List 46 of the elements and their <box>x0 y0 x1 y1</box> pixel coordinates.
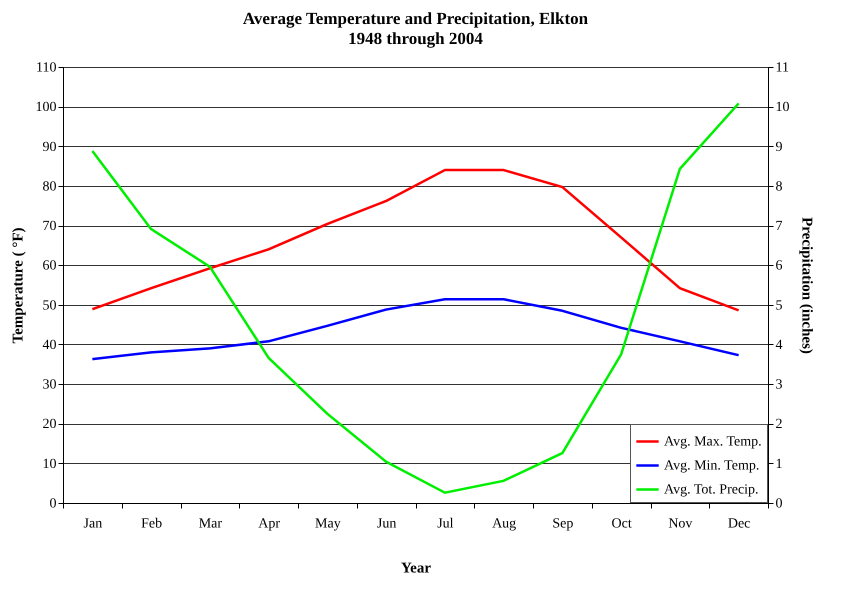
x-axis-title: Year <box>401 560 432 576</box>
y2-tick-label: 8 <box>776 179 782 194</box>
legend-label: Avg. Tot. Precip. <box>664 482 759 498</box>
x-tick-label: Sep <box>552 516 574 532</box>
y2-tick-label: 4 <box>776 338 782 353</box>
y2-tick-label: 5 <box>776 298 782 314</box>
x-tick-label: Jul <box>437 516 454 532</box>
y2-tick-label: 7 <box>776 219 782 234</box>
x-tick-label: Dec <box>728 516 750 532</box>
y-tick-label: 60 <box>42 258 56 274</box>
y2-tick-label: 9 <box>776 140 782 155</box>
x-tick-label: Aug <box>492 516 516 532</box>
line-series <box>91 298 740 360</box>
line-series <box>91 168 740 312</box>
x-tick-label: May <box>315 516 341 532</box>
y-tick-label: 10 <box>42 456 56 472</box>
legend-label: Avg. Min. Temp. <box>664 458 760 474</box>
y-tick-label: 40 <box>42 338 56 353</box>
chart-subtitle: 1948 through 2004 <box>348 29 484 48</box>
y-tick-label: 30 <box>42 378 56 393</box>
y-tick-label: 0 <box>50 496 56 512</box>
y2-tick-label: 6 <box>776 258 782 274</box>
y-tick-label: 50 <box>42 298 56 314</box>
y-tick-label: 80 <box>42 179 56 194</box>
y2-tick-label: 2 <box>776 417 782 432</box>
y2-tick-label: 11 <box>776 60 789 76</box>
y2-tick-label: 10 <box>776 100 790 116</box>
y-tick-label: 70 <box>42 219 56 234</box>
chart-title: Average Temperature and Precipitation, Elkton <box>242 9 589 28</box>
x-tick-label: Jan <box>84 516 102 532</box>
y-tick-label: 110 <box>36 60 56 76</box>
legend-label: Avg. Max. Temp. <box>664 434 762 450</box>
y2-axis-title: Precipitation (inches) <box>798 217 814 354</box>
x-tick-label: Apr <box>258 516 280 532</box>
y2-tick-label: 0 <box>776 496 782 512</box>
x-tick-label: Feb <box>141 516 162 532</box>
y2-tick-label: 1 <box>776 456 782 472</box>
y-tick-label: 20 <box>42 417 56 432</box>
y-tick-label: 100 <box>36 100 56 116</box>
x-tick-label: Mar <box>198 516 222 532</box>
y2-tick-label: 3 <box>776 378 782 393</box>
x-tick-label: Jun <box>376 516 396 532</box>
x-tick-label: Nov <box>668 516 692 532</box>
y-axis-title: Temperature ( °F) <box>10 228 26 344</box>
y-tick-label: 90 <box>42 140 56 155</box>
x-tick-label: Oct <box>612 516 632 532</box>
